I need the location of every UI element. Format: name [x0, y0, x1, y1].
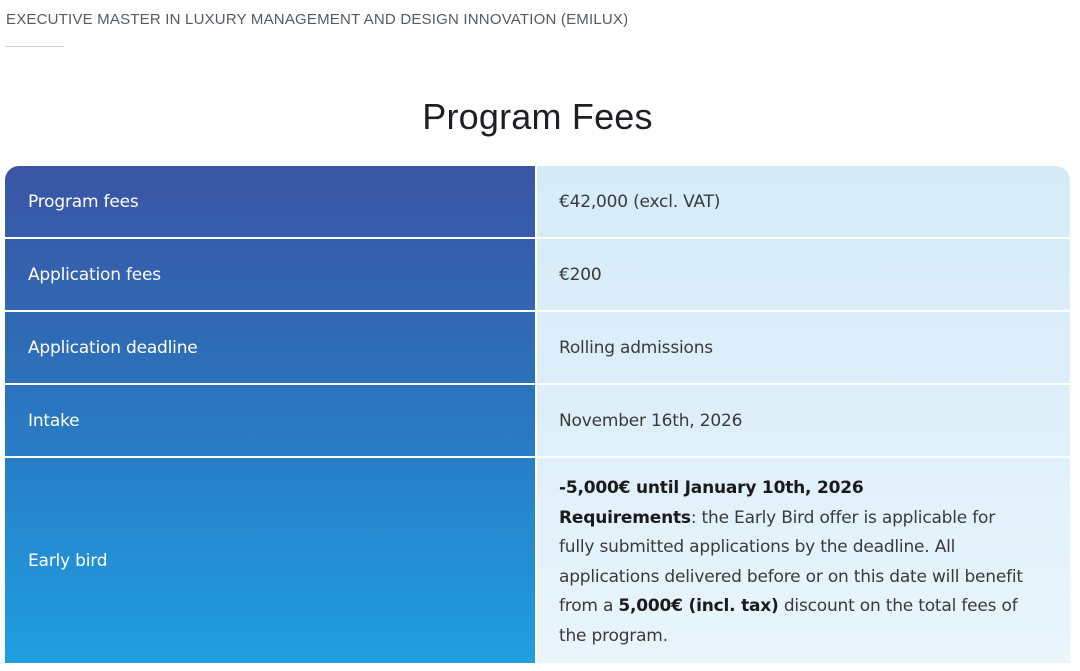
row-label: Application fees [5, 239, 537, 310]
fees-table: Program fees €42,000 (excl. VAT) Applica… [5, 166, 1070, 663]
early-bird-details: -5,000€ until January 10th, 2026 Require… [537, 458, 1070, 663]
table-row-program-fees: Program fees €42,000 (excl. VAT) [5, 166, 1070, 239]
value-column-background [537, 166, 1070, 663]
row-label: Program fees [5, 166, 537, 237]
row-value: €42,000 (excl. VAT) [559, 191, 721, 212]
early-bird-requirements: Requirements: the Early Bird offer is ap… [559, 504, 1030, 652]
row-label: Application deadline [5, 312, 537, 383]
page-title: Program Fees [422, 96, 653, 137]
table-row-application-fees: Application fees €200 [5, 239, 1070, 312]
row-label: Intake [5, 385, 537, 456]
requirements-label: Requirements [559, 507, 691, 528]
breadcrumb-divider [6, 46, 63, 47]
requirements-tail: discount on the total fees of the progra… [559, 596, 1018, 646]
breadcrumb: EXECUTIVE MASTER IN LUXURY MANAGEMENT AN… [6, 11, 629, 28]
label-column-background [5, 166, 537, 663]
table-row-intake: Intake November 16th, 2026 [5, 385, 1070, 458]
discount-amount: 5,000€ (incl. tax) [618, 596, 779, 617]
table-row-early-bird: Early bird -5,000€ until January 10th, 2… [5, 458, 1070, 663]
row-label: Early bird [5, 458, 537, 663]
row-value: November 16th, 2026 [559, 410, 743, 431]
early-bird-headline: -5,000€ until January 10th, 2026 [559, 478, 864, 498]
row-value: Rolling admissions [559, 337, 713, 358]
table-row-application-deadline: Application deadline Rolling admissions [5, 312, 1070, 385]
requirements-text: : the Early Bird offer is applicable for… [559, 507, 1023, 617]
row-value: €200 [559, 264, 602, 285]
